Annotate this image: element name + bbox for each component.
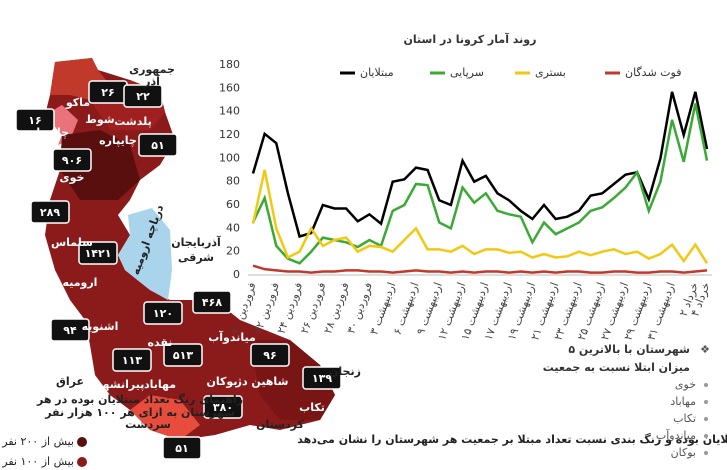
series-line [251,91,709,239]
region-label: پیرانشهر [95,378,145,391]
case-count: ۱۲۰ [153,307,173,320]
case-badge [50,318,90,342]
region-label: سردشت [125,418,171,431]
y-tick-label: 180 [219,58,240,71]
series-line [251,169,709,264]
case-badge [302,366,342,390]
region-label: شرقی [178,251,214,264]
map-legend-item: بیش از ۲۰۰ نفر [1,435,74,448]
case-badge [143,301,183,325]
case-badge [163,343,203,367]
case-badge [30,200,70,224]
case-badge [162,436,202,460]
case-count: ۳۸۰ [213,401,233,414]
case-badge [112,348,152,372]
region [130,395,200,440]
case-badge [15,108,55,132]
region-label: اشنویه [82,320,119,333]
top5-title: ۵ شهرستان با بالاترین [568,343,690,356]
list-dot [704,434,708,438]
case-count: ۹۰۶ [62,154,82,167]
case-count: ۱۳۹ [312,372,332,385]
top5-title: میزان ابتلا نسبت به جمعیت [543,361,690,374]
list-dot [704,400,708,404]
case-badge [203,395,243,419]
series-line [252,264,708,274]
region-label: بوکان [207,375,238,388]
legend-label: سرپایی [450,66,484,79]
case-badge [192,290,232,314]
legend-label: مبتلایان [360,66,394,79]
map-legend-title: راهنمای رنگ تعداد مبتلایان بوده در هر [36,392,243,406]
case-count: ۱۶ [28,114,41,127]
top5-item: میاندوآب [656,428,696,442]
y-tick-label: 140 [219,105,240,118]
region-label: شاهین دژ [235,375,289,388]
region-label: چایپاره [99,134,137,147]
case-count: ۵۱ [175,442,188,455]
case-badge [52,148,92,172]
case-count: ۵۱ [151,139,164,152]
case-count: ۱۱۳ [122,354,142,367]
region-label: کردستان [256,418,304,431]
case-count: ۱۴۲۱ [85,247,112,260]
legend-label: فوت شدگان [625,66,681,79]
region-label: مهاباد [144,378,176,391]
case-count: ۹۴ [63,324,77,337]
y-tick-label: 80 [226,175,240,188]
region-label: زنجان [329,365,361,378]
top5-item: مهاباد [670,395,696,408]
y-tick-label: 120 [219,128,240,141]
region-label: ارومیه [63,276,98,289]
y-tick-label: 100 [219,151,240,164]
y-tick-label: 160 [219,81,240,94]
case-count: ۹۶ [263,349,276,362]
list-dot [704,383,708,387]
map-legend-title: شهرستان به ازای هر ۱۰۰ هزار نفر [44,406,235,419]
y-tick-label: 0 [233,268,240,281]
region [60,130,140,200]
region-label: آذربایجان [171,235,221,249]
top5-item: بوکان [671,446,696,459]
region-label: جمهوری [129,63,175,76]
top5-item: خوی [675,378,696,391]
lake [118,208,172,300]
region-label: ماکو [65,96,90,109]
region-label: تکاب [299,401,325,414]
case-badge [78,241,118,265]
chart-title: روند آمار کرونا در استان [404,32,537,46]
y-tick-label: 40 [226,221,240,234]
bullet: ❖ [700,343,710,356]
case-count: ۵۱۳ [173,349,193,362]
region-label: خوی [60,171,85,184]
map-legend-item: بیش از ۱۰۰ نفر [1,455,74,468]
y-tick-label: 60 [226,198,240,211]
region-label: آذر [143,74,160,88]
footnote: اعداد داخل کادر تعداد مبتلایان بوده و رن… [297,432,727,446]
case-badge [123,84,163,108]
case-count: ۲۶ [101,86,114,99]
region-label: چالدران [27,126,69,139]
region-label: سلماس [51,236,93,249]
y-tick-label: 20 [226,245,240,258]
legend-label: بستری [535,66,566,79]
legend-dot [77,457,87,467]
region-label: نقده [148,336,173,349]
case-badge [250,343,290,367]
list-dot [704,417,708,421]
region-label: میاندوآب [208,330,256,344]
top5-item: تکاب [673,412,696,425]
case-count: ۴۶۸ [202,296,222,309]
series-line [251,103,709,265]
case-count: ۲۲ [136,90,150,103]
legend-dot [77,437,87,447]
list-dot [704,451,708,455]
region-label: شوط [85,113,114,126]
case-badge [138,133,178,157]
region-label: پلدشت [114,115,151,128]
region-label: عراق [56,375,84,388]
case-count: ۲۸۹ [40,206,60,219]
